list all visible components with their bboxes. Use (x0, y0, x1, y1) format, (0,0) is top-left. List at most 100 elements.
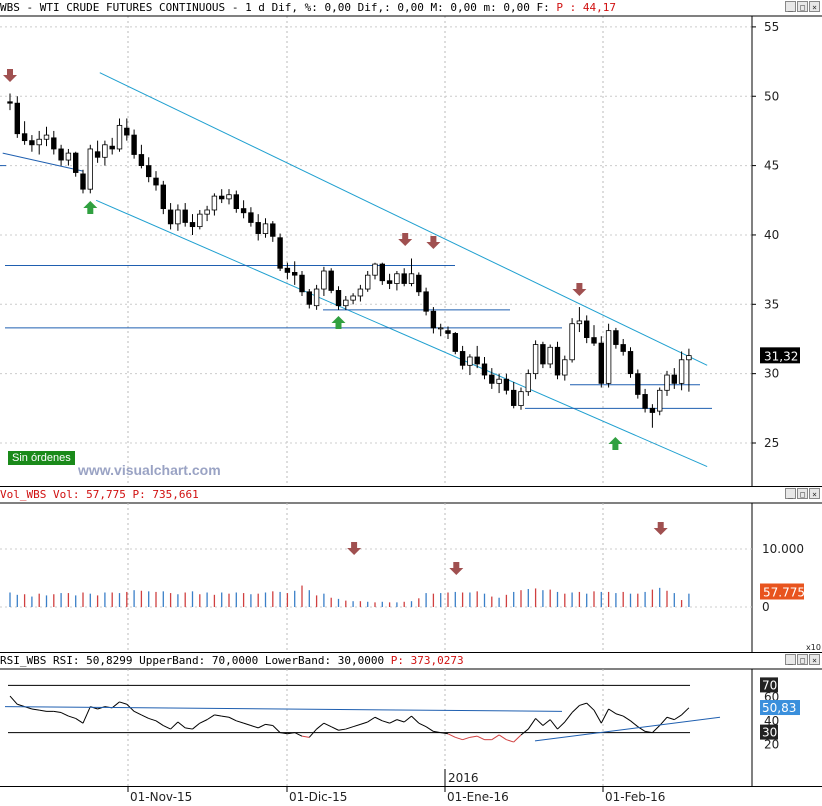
orders-badge[interactable]: Sin órdenes (8, 451, 75, 465)
rsi-line-segment (367, 716, 376, 723)
minimize-button[interactable]: _ (785, 654, 796, 665)
volume-header: Vol_WBS Vol: 57,775 P: 735,661 (0, 487, 822, 502)
candle-body (240, 208, 247, 214)
rsi-line-segment (250, 725, 259, 729)
rsi-line-segment (586, 702, 595, 711)
candle-body (306, 291, 312, 305)
rsi-line-segment (17, 703, 25, 708)
candle-body (686, 355, 692, 361)
close-button[interactable]: × (809, 1, 820, 12)
maximize-button[interactable]: □ (797, 1, 808, 12)
candle-body (649, 407, 656, 413)
arrow-down-icon (572, 283, 587, 296)
maximize-button[interactable]: □ (797, 488, 808, 499)
candle (671, 368, 677, 389)
rsi-line-segment (111, 701, 120, 709)
x-tick-label: 01-Nov-15 (130, 790, 192, 804)
channel-upper (99, 72, 708, 366)
rsi-line-segment (681, 707, 690, 716)
candle-body (657, 389, 663, 412)
x-tick-label: 01-Dic-15 (289, 790, 347, 804)
candle-body (189, 222, 196, 228)
rsi-line-segment (199, 719, 208, 724)
candle (240, 200, 247, 219)
candle (576, 307, 583, 333)
candle (211, 193, 218, 216)
rsi-panel[interactable]: RSI_WBS RSI: 50,8299 UpperBand: 70,0000 … (0, 653, 822, 786)
candle-body (116, 124, 123, 150)
maximize-button[interactable]: □ (797, 654, 808, 665)
close-button[interactable]: × (809, 488, 820, 499)
candle (189, 214, 196, 235)
candle (7, 93, 13, 111)
rsi-line-segment (382, 720, 390, 724)
volume-panel[interactable]: Vol_WBS Vol: 57,775 P: 735,661 _ □ × 10.… (0, 487, 822, 653)
candle (313, 284, 320, 310)
rsi-line-segment (228, 716, 237, 722)
candle-body (416, 274, 422, 293)
candle (124, 118, 130, 141)
candle (364, 271, 371, 292)
minimize-button[interactable]: _ (785, 488, 796, 499)
symbol: WBS (0, 1, 20, 14)
rsi-line-segment (469, 735, 478, 738)
arrow-up-icon (331, 316, 346, 329)
rsi-line-segment (535, 718, 544, 726)
price-chart[interactable]: 55 50 45 40 35 30 25 31,32 (0, 0, 822, 487)
price-panel[interactable]: WBS - WTI CRUDE FUTURES CONTINUOUS - 1 d… (0, 0, 822, 487)
candle-body (248, 212, 254, 223)
candle-body (204, 209, 210, 215)
candle-body (532, 344, 539, 375)
volume-chart[interactable]: 10.000 057.775 x10 (0, 487, 822, 653)
candle-body (562, 359, 568, 376)
candle-body (401, 273, 407, 284)
minimize-button[interactable]: _ (785, 1, 796, 12)
candle-body (43, 134, 50, 140)
candle (21, 121, 28, 145)
candle (80, 169, 86, 194)
rsi-line-segment (53, 710, 62, 714)
candle (379, 262, 385, 285)
panel-buttons: _ □ × (785, 1, 820, 12)
rsi-line-segment (557, 721, 566, 730)
rsi-line-segment (177, 721, 186, 729)
candle-body (547, 346, 553, 365)
rsi-line-segment (68, 715, 76, 719)
rsi-line-segment (455, 736, 463, 741)
candle (678, 351, 685, 391)
candle-body (51, 137, 57, 150)
candle (36, 130, 42, 155)
rsi-line-segment (571, 705, 580, 713)
rsi-line-segment (272, 725, 281, 733)
rsi-line-segment (389, 719, 398, 724)
candle (284, 262, 291, 280)
rsi-line-segment (294, 732, 303, 737)
candle (233, 190, 239, 213)
candle (394, 271, 400, 291)
candle-body (160, 184, 166, 209)
rsi-line-segment (425, 726, 434, 732)
rsi-line-segment (608, 708, 617, 715)
candle (218, 189, 225, 204)
trendline-left (2, 152, 84, 172)
scale-label: x10 (806, 643, 821, 652)
arrow-down-icon (3, 69, 17, 82)
candle (525, 369, 531, 396)
candle (343, 295, 349, 310)
candle-body (620, 344, 626, 352)
candle (160, 180, 166, 215)
arrow-down-icon (653, 522, 668, 535)
candle-body (386, 280, 393, 284)
rsi-p-value: P: 373,0273 (390, 654, 464, 667)
arrow-down-icon (398, 233, 413, 246)
close-button[interactable]: × (809, 654, 820, 665)
candle-body (635, 373, 641, 395)
candle (270, 221, 276, 242)
candle (591, 325, 597, 346)
candle (204, 205, 210, 222)
rsi-line-segment (513, 734, 522, 743)
y-tick-label: 50 (764, 89, 779, 103)
rsi-line-segment (265, 723, 273, 727)
